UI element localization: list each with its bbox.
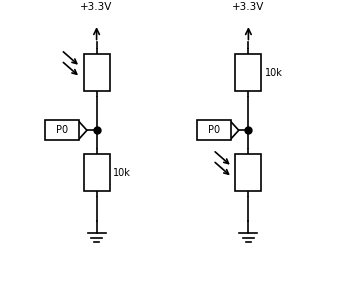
Bar	[235, 154, 262, 191]
Text: +3.3V: +3.3V	[232, 2, 265, 12]
Bar	[197, 120, 231, 140]
Text: 10k: 10k	[113, 168, 131, 178]
Text: 10k: 10k	[265, 68, 283, 78]
Bar	[84, 154, 110, 191]
Text: P0: P0	[208, 125, 220, 135]
Bar	[84, 54, 110, 91]
Text: +3.3V: +3.3V	[80, 2, 113, 12]
Bar	[45, 120, 79, 140]
Text: P0: P0	[56, 125, 68, 135]
Bar	[235, 54, 262, 91]
